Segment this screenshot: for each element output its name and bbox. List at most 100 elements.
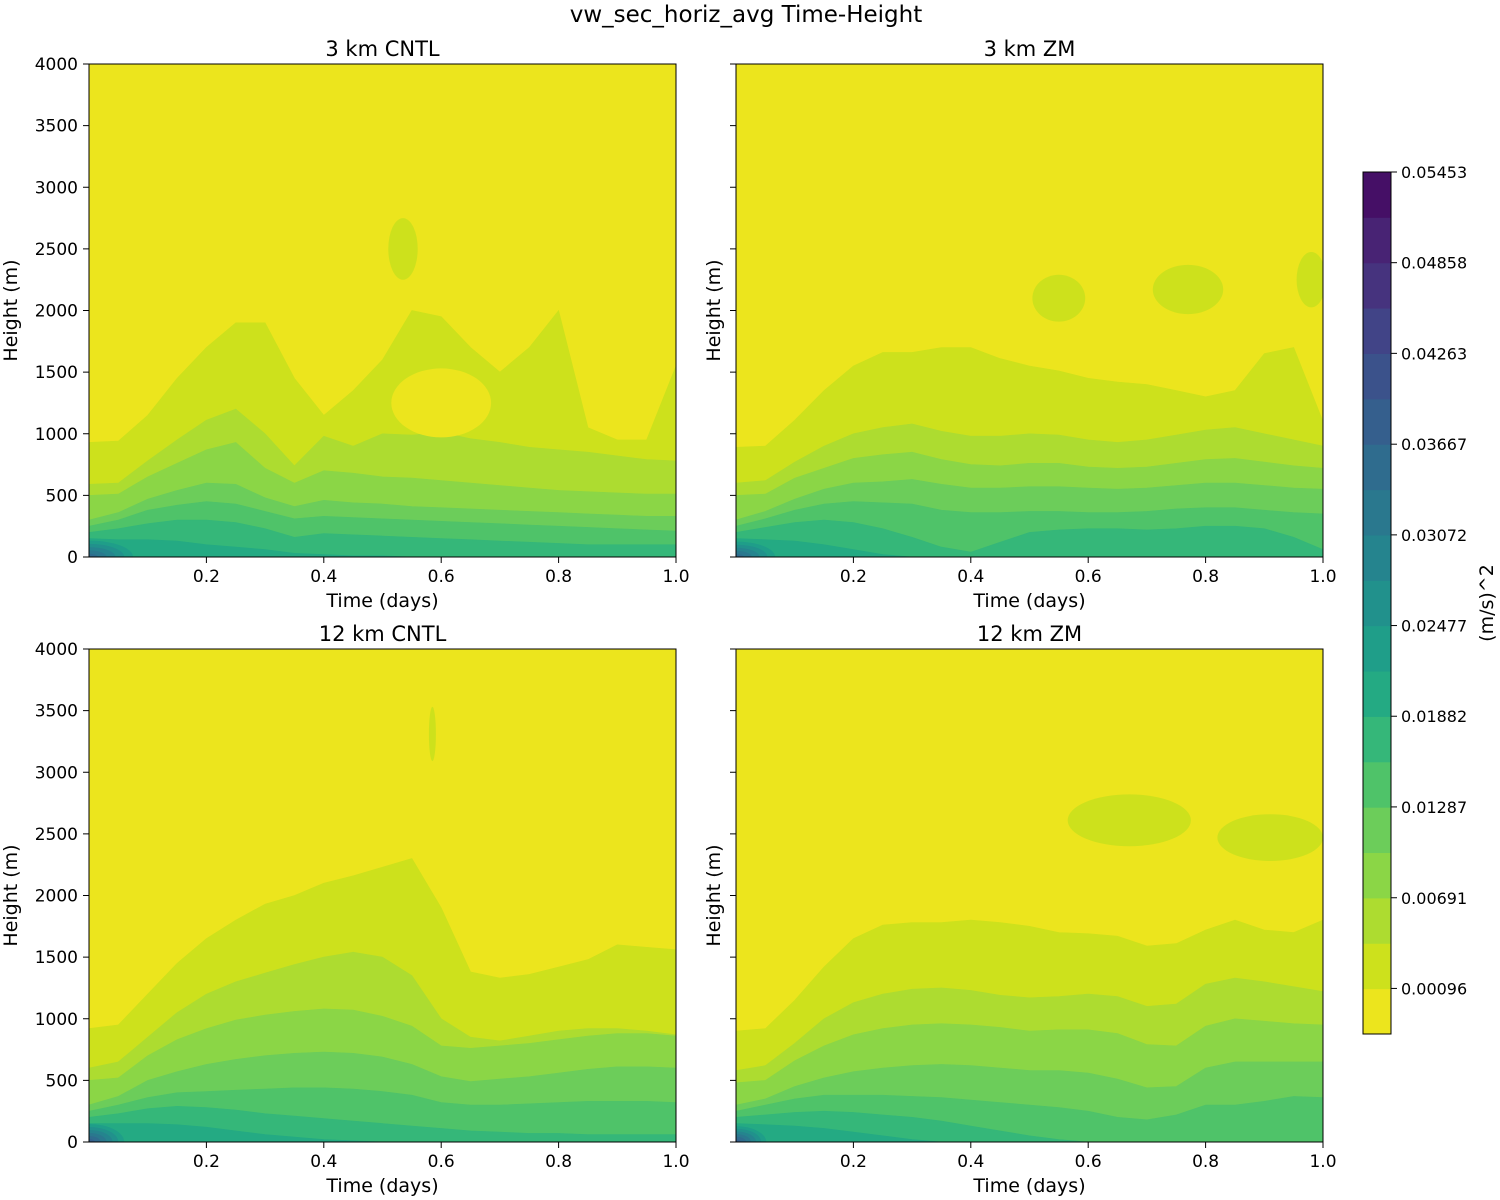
panel-title: 3 km ZM <box>984 37 1076 61</box>
contour-blob-1 <box>1067 794 1191 847</box>
x-tick-label: 1.0 <box>1309 1152 1336 1172</box>
colorbar-band-17 <box>1363 217 1391 264</box>
y-tick-label: 3000 <box>35 178 78 198</box>
contour-band-level-6 <box>736 1110 1323 1142</box>
panel-4: 12 km ZM 0.2 0.4 0.6 0.8 1.0 Time (days) Height… <box>703 622 1337 1197</box>
x-tick-label: 0.2 <box>193 567 220 587</box>
colorbar-frame <box>1362 171 1392 1035</box>
contour-band-level-7 <box>736 1123 1323 1142</box>
x-tick-label: 1.0 <box>1309 567 1336 587</box>
colorbar-band-14 <box>1363 353 1391 400</box>
x-axis-label: Time (days) <box>972 590 1085 612</box>
y-tick-label: 500 <box>46 1071 78 1091</box>
colorbar-band-9 <box>1363 580 1391 627</box>
x-tick-label: 0.4 <box>310 1152 337 1172</box>
x-tick-label: 0.8 <box>1192 567 1219 587</box>
x-tick-label: 0.2 <box>840 567 867 587</box>
x-tick-label: 0.4 <box>957 567 984 587</box>
y-tick-label: 1500 <box>35 948 78 968</box>
x-tick-label: 0.4 <box>310 567 337 587</box>
y-axis-label: Height (m) <box>703 844 725 946</box>
contour-blob-1 <box>388 218 418 280</box>
y-axis-label: Height (m) <box>703 259 725 361</box>
y-tick-label: 3500 <box>35 702 78 722</box>
colorbar-band-2 <box>1363 897 1391 944</box>
x-tick-label: 0.6 <box>1075 1152 1102 1172</box>
colorbar-tick-label: 0.04858 <box>1401 254 1467 273</box>
colorbar-tick-label: 0.05453 <box>1401 163 1467 182</box>
panel-title: 12 km ZM <box>977 622 1082 646</box>
y-tick-label: 4000 <box>35 640 78 660</box>
y-tick-label: 3500 <box>35 117 78 137</box>
colorbar-band-16 <box>1363 262 1391 309</box>
contour-fill <box>89 649 676 1142</box>
y-axis-label: Height (m) <box>0 844 22 946</box>
contour-blob-1 <box>1032 274 1086 322</box>
x-tick-label: 0.8 <box>545 567 572 587</box>
x-axis-label: Time (days) <box>325 590 438 612</box>
x-axis-label: Time (days) <box>325 1175 438 1197</box>
corner-band-level-13 <box>89 1139 95 1142</box>
figure-title: vw_sec_horiz_avg Time-Height <box>570 2 923 28</box>
colorbar-band-1 <box>1363 943 1391 990</box>
colorbar-band-15 <box>1363 308 1391 354</box>
contour-blob-2 <box>391 368 492 438</box>
colorbar-band-3 <box>1363 852 1391 899</box>
colorbar-tick-label: 0.04263 <box>1401 344 1467 363</box>
colorbar-band-12 <box>1363 444 1391 491</box>
y-tick-label: 1000 <box>35 1010 78 1030</box>
x-tick-label: 0.4 <box>957 1152 984 1172</box>
panel-3: 12 km CNTL 0.2 0.4 0.6 0.8 1.0 Time (days) 0 500… <box>0 622 690 1197</box>
y-axis-label: Height (m) <box>0 259 22 361</box>
colorbar-band-7 <box>1363 671 1391 717</box>
colorbar-tick-label: 0.00691 <box>1401 889 1467 908</box>
x-tick-label: 0.6 <box>1075 567 1102 587</box>
x-tick-label: 1.0 <box>662 567 689 587</box>
contour-blob-2 <box>1217 814 1323 861</box>
colorbar-tick-label: 0.00096 <box>1401 979 1467 998</box>
colorbar-band-8 <box>1363 625 1391 672</box>
contour-blob-2 <box>1152 264 1224 315</box>
corner-band-level-13 <box>736 1139 741 1142</box>
x-tick-label: 0.6 <box>428 1152 455 1172</box>
colorbar-tick-label: 0.03667 <box>1401 435 1467 454</box>
y-tick-label: 2000 <box>35 302 78 322</box>
x-tick-label: 0.8 <box>545 1152 572 1172</box>
colorbar-band-11 <box>1363 489 1391 536</box>
colorbar-band-0 <box>1363 988 1391 1035</box>
y-tick-label: 2000 <box>35 887 78 907</box>
corner-band-level-12 <box>736 553 744 557</box>
panel-2: 3 km ZM 0.2 0.4 0.6 0.8 1.0 Time (days) Height … <box>703 37 1337 612</box>
corner-band-level-12 <box>89 553 98 557</box>
y-tick-label: 3000 <box>35 763 78 783</box>
colorbar-band-13 <box>1363 398 1391 445</box>
panel-title: 3 km CNTL <box>325 37 440 61</box>
contour-band-level-7 <box>736 538 1323 557</box>
y-tick-label: 4000 <box>35 55 78 75</box>
contour-band-level-6 <box>736 519 1323 557</box>
colorbar-band-6 <box>1363 716 1391 763</box>
panel-title: 12 km CNTL <box>319 622 447 646</box>
x-tick-label: 0.2 <box>840 1152 867 1172</box>
colorbar-label: (m/s)^2 <box>1476 564 1498 642</box>
y-tick-label: 1000 <box>35 425 78 445</box>
contour-band-level-7 <box>89 1123 676 1142</box>
contour-blob-3 <box>1296 252 1323 308</box>
contour-blob-1 <box>428 706 436 762</box>
colorbar-tick-label: 0.01287 <box>1401 798 1467 817</box>
contour-band-level-7 <box>89 538 676 557</box>
y-tick-label: 500 <box>46 486 78 506</box>
colorbar-ticks: 0.05453 0.04858 0.04263 0.03667 0.03072 0.024… <box>1391 163 1467 998</box>
x-tick-label: 0.2 <box>193 1152 220 1172</box>
colorbar-band-5 <box>1363 761 1391 808</box>
colorbar-band-10 <box>1363 534 1391 581</box>
colorbar: 0.05453 0.04858 0.04263 0.03667 0.03072 0.024… <box>1362 163 1498 1035</box>
y-tick-label: 0 <box>67 548 78 568</box>
colorbar-tick-label: 0.03072 <box>1401 526 1467 545</box>
colorbar-bands <box>1363 172 1391 1035</box>
y-tick-label: 0 <box>67 1133 78 1153</box>
colorbar-band-4 <box>1363 807 1391 854</box>
contour-fill <box>736 649 1323 1142</box>
y-tick-label: 1500 <box>35 363 78 383</box>
